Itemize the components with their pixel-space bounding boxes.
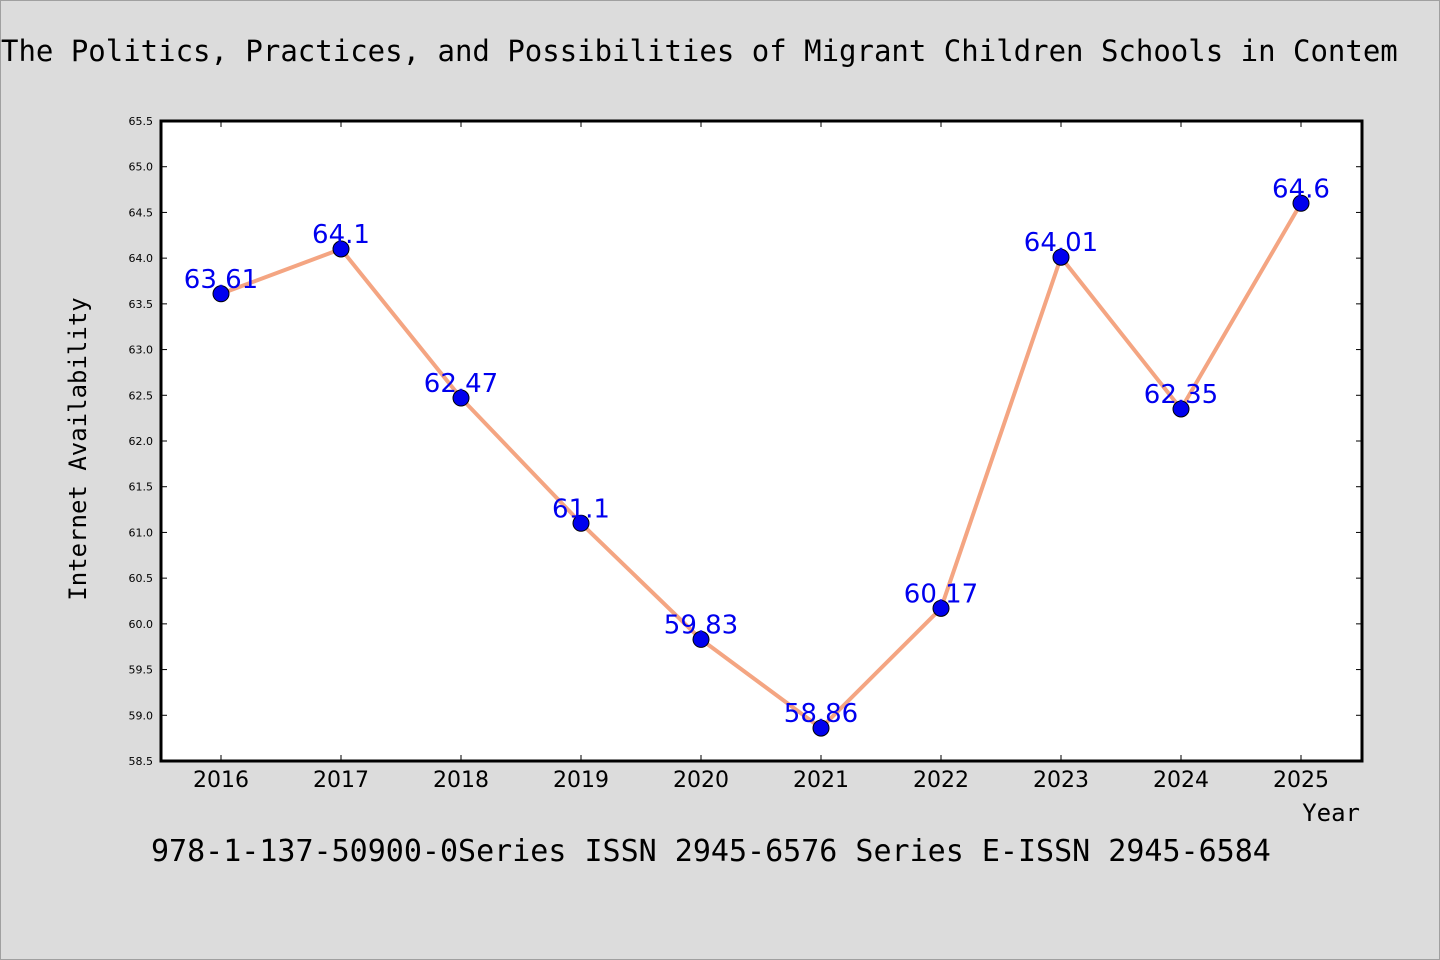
y-tick-label: 59.5 <box>129 664 154 677</box>
x-tick-label: 2022 <box>913 768 969 793</box>
x-tick-label: 2020 <box>673 768 729 793</box>
data-labels: 63.61 64.1 62.47 61.1 59.83 58.86 60.17 64.01 62… <box>184 174 1330 729</box>
y-tick-label: 64.0 <box>129 252 154 265</box>
x-axis: 2016 2017 2018 2019 2020 2021 2022 2023 2024 2025 <box>193 121 1329 793</box>
data-label: 60.17 <box>904 579 978 609</box>
data-label: 62.47 <box>424 369 498 399</box>
series-line <box>220 202 1303 731</box>
y-tick-label: 58.5 <box>129 755 154 768</box>
y-tick-label: 62.5 <box>129 389 154 402</box>
data-point <box>1172 400 1190 418</box>
y-tick-label: 64.5 <box>129 206 154 219</box>
y-tick-label: 60.5 <box>129 572 154 585</box>
data-point <box>212 285 230 303</box>
x-tick-label: 2021 <box>793 768 849 793</box>
y-tick-label: 65.5 <box>129 115 154 128</box>
y-tick-label: 60.0 <box>129 618 154 631</box>
x-tick-label: 2017 <box>313 768 369 793</box>
x-tick-label: 2025 <box>1273 768 1329 793</box>
data-label: 64.01 <box>1024 228 1098 258</box>
y-tick-label: 62.0 <box>129 435 154 448</box>
y-tick-label: 63.5 <box>129 298 154 311</box>
plot-area <box>159 119 1364 763</box>
x-axis-label: Year <box>1302 799 1360 827</box>
data-point <box>332 240 350 258</box>
data-points <box>212 194 1310 737</box>
data-point <box>932 599 950 617</box>
y-tick-label: 63.0 <box>129 344 154 357</box>
y-axis: 58.5 59.0 59.5 60.0 60.5 61.0 61.5 62.0 62.5 63.0… <box>129 115 1362 768</box>
data-point <box>812 719 830 737</box>
chart-title: The Politics, Practices, and Possibiliti… <box>1 34 1398 68</box>
data-point <box>452 389 470 407</box>
y-tick-label: 59.0 <box>129 709 154 722</box>
y-axis-label: Internet Availability <box>64 297 92 600</box>
data-label: 58.86 <box>784 699 858 729</box>
data-label: 64.1 <box>312 220 370 250</box>
data-label: 63.61 <box>184 265 258 295</box>
data-label: 64.6 <box>1272 174 1330 204</box>
isbn-caption: 978-1-137-50900-0Series ISSN 2945-6576 S… <box>151 834 1271 869</box>
data-label: 59.83 <box>664 610 738 640</box>
data-point <box>1052 248 1070 266</box>
y-tick-label: 61.5 <box>129 481 154 494</box>
data-point <box>1292 194 1310 212</box>
y-tick-label: 65.0 <box>129 161 154 174</box>
x-tick-label: 2019 <box>553 768 609 793</box>
x-tick-label: 2018 <box>433 768 489 793</box>
y-tick-label: 61.0 <box>129 526 154 539</box>
x-tick-label: 2023 <box>1033 768 1089 793</box>
data-point <box>692 630 710 648</box>
x-tick-label: 2016 <box>193 768 249 793</box>
x-tick-label: 2024 <box>1153 768 1209 793</box>
data-label: 62.35 <box>1144 380 1218 410</box>
data-label: 61.1 <box>552 494 610 524</box>
data-point <box>572 514 590 532</box>
